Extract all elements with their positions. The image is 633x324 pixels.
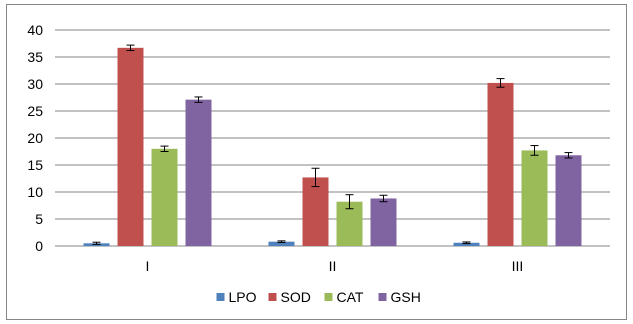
legend-swatch	[378, 293, 387, 301]
error-bars	[92, 44, 573, 245]
error-bar-sod-I	[126, 44, 135, 52]
error-bar-lpo-III	[462, 241, 471, 245]
error-bar-sod-III	[496, 78, 505, 88]
bar-lpo-II	[268, 241, 295, 246]
legend-item-lpo: LPO	[216, 289, 257, 305]
error-bar-gsh-III	[564, 152, 573, 159]
legend-label: GSH	[391, 289, 421, 305]
bar-cat-I	[151, 148, 178, 246]
legend-label: LPO	[229, 289, 257, 305]
bar-sod-III	[487, 82, 514, 246]
y-tick-label: 40	[27, 22, 43, 38]
legend-swatch	[268, 293, 277, 301]
legend: LPO SOD CAT GSH	[216, 289, 421, 305]
legend-swatch	[216, 293, 225, 301]
bar-lpo-III	[453, 242, 480, 246]
bar-sod-II	[302, 177, 329, 246]
bar-gsh-III	[555, 155, 582, 246]
legend-label: CAT	[337, 289, 364, 305]
y-tick-label: 30	[27, 76, 43, 92]
y-tick-label: 25	[27, 103, 43, 119]
error-bar-gsh-II	[379, 194, 388, 203]
legend-label: SOD	[281, 289, 311, 305]
x-axis-tick-labels: I II III	[146, 258, 524, 274]
bar-cat-III	[521, 150, 548, 246]
error-bar-cat-I	[160, 145, 169, 152]
legend-item-cat: CAT	[324, 289, 364, 305]
error-bar-cat-III	[530, 145, 539, 156]
bar-sod-I	[117, 47, 144, 246]
legend-item-gsh: GSH	[378, 289, 421, 305]
y-tick-label: 5	[35, 211, 43, 227]
error-bar-cat-II	[345, 194, 354, 210]
y-tick-label: 0	[35, 238, 43, 254]
y-tick-label: 15	[27, 157, 43, 173]
error-bar-gsh-I	[194, 96, 203, 103]
x-tick-label: II	[329, 258, 337, 274]
error-bar-lpo-I	[92, 241, 101, 245]
error-bar-lpo-II	[277, 240, 286, 243]
bar-gsh-II	[370, 198, 397, 246]
y-axis-tick-labels: 0 5 10 15 20 25 30 35 40	[27, 22, 43, 254]
error-bar-sod-II	[311, 167, 320, 188]
y-tick-label: 20	[27, 130, 43, 146]
y-tick-label: 10	[27, 184, 43, 200]
legend-swatch	[324, 293, 333, 301]
gridlines	[55, 29, 610, 247]
legend-item-sod: SOD	[268, 289, 311, 305]
bar-gsh-I	[185, 99, 212, 246]
x-tick-label: I	[146, 258, 150, 274]
y-tick-label: 35	[27, 49, 43, 65]
bars	[83, 47, 582, 246]
x-tick-label: III	[512, 258, 524, 274]
